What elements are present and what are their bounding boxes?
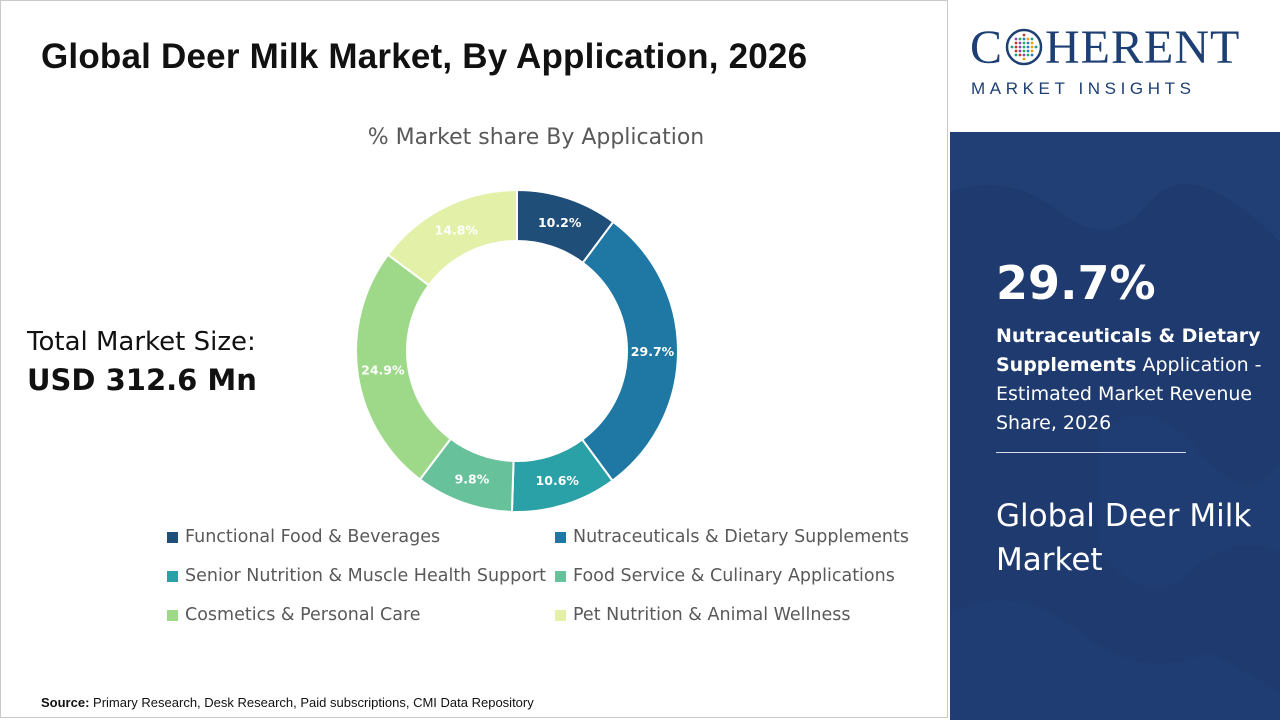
source-label: Source:: [41, 695, 90, 710]
market-name: Global Deer Milk Market: [996, 498, 1252, 578]
source-note: Source: Primary Research, Desk Research,…: [41, 695, 534, 710]
legend-label: Pet Nutrition & Animal Wellness: [573, 605, 851, 625]
logo-wordmark: C HERENT: [970, 24, 1240, 72]
total-market-label: Total Market Size:: [27, 327, 256, 357]
page-title: Global Deer Milk Market, By Application,…: [41, 37, 808, 76]
logo-area: C HERENT MARKET INSIGHTS: [950, 0, 1280, 132]
highlight-value: 29.7%: [996, 256, 1156, 310]
legend-item: Functional Food & Beverages: [167, 527, 440, 547]
legend-label: Nutraceuticals & Dietary Supplements: [573, 527, 909, 547]
world-map-background: [950, 132, 1280, 720]
highlight-segment: Nutraceuticals & Dietary Supplements: [996, 325, 1261, 376]
slice-data-label: 9.8%: [455, 471, 490, 486]
legend-swatch: [555, 609, 566, 621]
slice-data-label: 29.7%: [631, 344, 675, 359]
logo-prefix: C: [970, 21, 1004, 74]
legend-item: Cosmetics & Personal Care: [167, 605, 421, 625]
slice-data-label: 24.9%: [361, 363, 405, 378]
legend-label: Functional Food & Beverages: [185, 527, 441, 547]
source-text: Primary Research, Desk Research, Paid su…: [93, 695, 534, 710]
highlight-panel: 29.7% Nutraceuticals & Dietary Supplemen…: [950, 132, 1280, 720]
logo-suffix: HERENT: [1045, 21, 1241, 74]
donut-chart: 10.2% 29.7% 10.6% 9.8% 24.9% 14.8%: [355, 188, 679, 513]
donut-slice: [580, 220, 679, 483]
legend-item: Food Service & Culinary Applications: [555, 566, 895, 586]
legend-item: Senior Nutrition & Muscle Health Support: [167, 566, 546, 586]
highlight-description: Nutraceuticals & Dietary Supplements App…: [996, 322, 1266, 438]
logo-subtitle: MARKET INSIGHTS: [971, 79, 1196, 98]
legend-label: Cosmetics & Personal Care: [185, 605, 421, 625]
divider: [996, 452, 1186, 453]
highlight-caption: Application - Estimated Market Revenue S…: [996, 354, 1262, 434]
legend-swatch: [167, 531, 178, 543]
legend-item: Pet Nutrition & Animal Wellness: [555, 605, 851, 625]
donut-slice: [386, 188, 518, 287]
total-market-value: USD 312.6 Mn: [27, 363, 257, 397]
legend-swatch: [555, 531, 566, 543]
legend-label: Senior Nutrition & Muscle Health Support: [185, 566, 547, 586]
slice-data-label: 10.6%: [536, 473, 580, 488]
globe-icon: [1005, 28, 1043, 66]
legend-swatch: [555, 570, 566, 582]
legend-swatch: [167, 570, 178, 582]
slice-data-label: 14.8%: [435, 222, 479, 237]
legend-item: Nutraceuticals & Dietary Supplements: [555, 527, 909, 547]
legend-swatch: [167, 609, 178, 621]
legend-label: Food Service & Culinary Applications: [573, 566, 895, 586]
slice-data-label: 10.2%: [538, 215, 582, 230]
chart-title: % Market share By Application: [367, 125, 705, 150]
chart-panel: Global Deer Milk Market, By Application,…: [0, 0, 948, 718]
